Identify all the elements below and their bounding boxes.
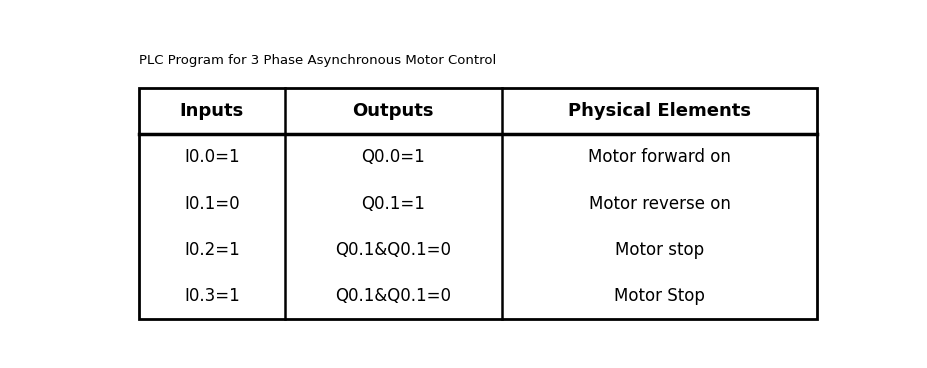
Text: I0.1=0: I0.1=0	[184, 195, 239, 213]
Text: I0.3=1: I0.3=1	[184, 287, 239, 305]
Text: Q0.1&Q0.1=0: Q0.1&Q0.1=0	[335, 241, 451, 259]
Text: Q0.1&Q0.1=0: Q0.1&Q0.1=0	[335, 287, 451, 305]
Text: Motor forward on: Motor forward on	[588, 148, 730, 166]
Text: Outputs: Outputs	[352, 102, 434, 120]
Text: PLC Program for 3 Phase Asynchronous Motor Control: PLC Program for 3 Phase Asynchronous Mot…	[139, 54, 496, 67]
Text: Motor reverse on: Motor reverse on	[588, 195, 730, 213]
Text: Q0.1=1: Q0.1=1	[361, 195, 425, 213]
Text: Inputs: Inputs	[180, 102, 244, 120]
Text: Physical Elements: Physical Elements	[567, 102, 750, 120]
Text: I0.0=1: I0.0=1	[184, 148, 239, 166]
Text: Q0.0=1: Q0.0=1	[362, 148, 425, 166]
Text: Motor stop: Motor stop	[615, 241, 704, 259]
Text: Motor Stop: Motor Stop	[614, 287, 705, 305]
Text: I0.2=1: I0.2=1	[184, 241, 239, 259]
